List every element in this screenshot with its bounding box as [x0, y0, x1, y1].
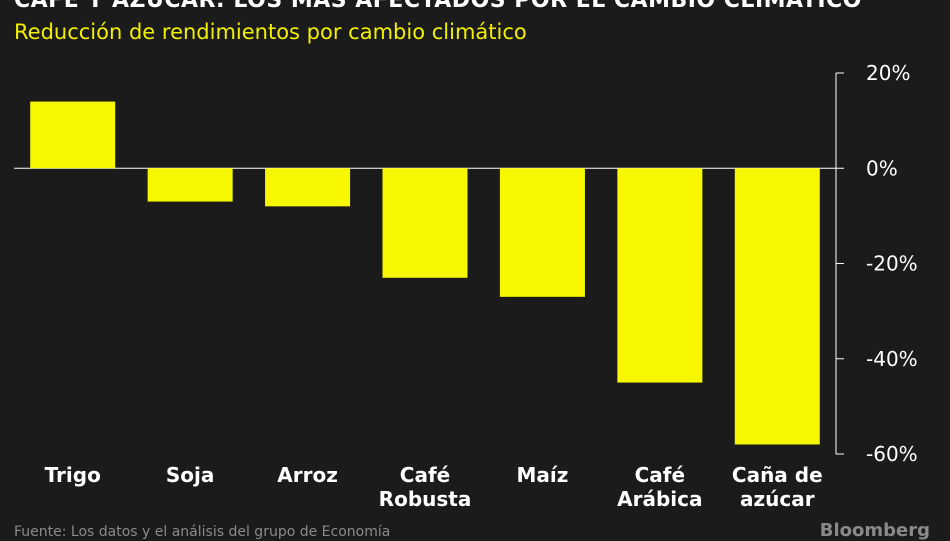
x-tick-label: Café	[635, 463, 685, 487]
bar	[499, 168, 585, 297]
bar	[734, 168, 820, 445]
y-tick-label: 20%	[866, 61, 910, 85]
x-tick-label: Trigo	[45, 463, 101, 487]
y-tick-label: -20%	[866, 252, 918, 276]
x-tick-label: azúcar	[740, 487, 815, 511]
x-tick-label: Robusta	[379, 487, 472, 511]
x-tick-label: Maíz	[516, 463, 568, 487]
y-tick-label: -60%	[866, 442, 918, 466]
y-tick-label: -40%	[866, 347, 918, 371]
y-tick-label: 0%	[866, 156, 898, 180]
x-tick-label: Soja	[166, 463, 215, 487]
brand-logo: Bloomberg	[819, 520, 930, 541]
x-tick-label: Café	[400, 463, 450, 487]
source-note: Fuente: Los datos y el análisis del grup…	[14, 524, 391, 540]
chart-subtitle: Reducción de rendimientos por cambio cli…	[14, 20, 527, 44]
x-tick-label: Arábica	[617, 487, 702, 511]
bar	[382, 168, 468, 278]
bar	[30, 101, 116, 169]
bar	[147, 168, 233, 202]
x-tick-label: Arroz	[277, 463, 338, 487]
bar	[617, 168, 703, 383]
x-tick-label: Caña de	[732, 463, 823, 487]
bar	[265, 168, 351, 207]
chart-title: CAFÉ Y AZÚCAR: LOS MÁS AFECTADOS POR EL …	[14, 0, 862, 13]
